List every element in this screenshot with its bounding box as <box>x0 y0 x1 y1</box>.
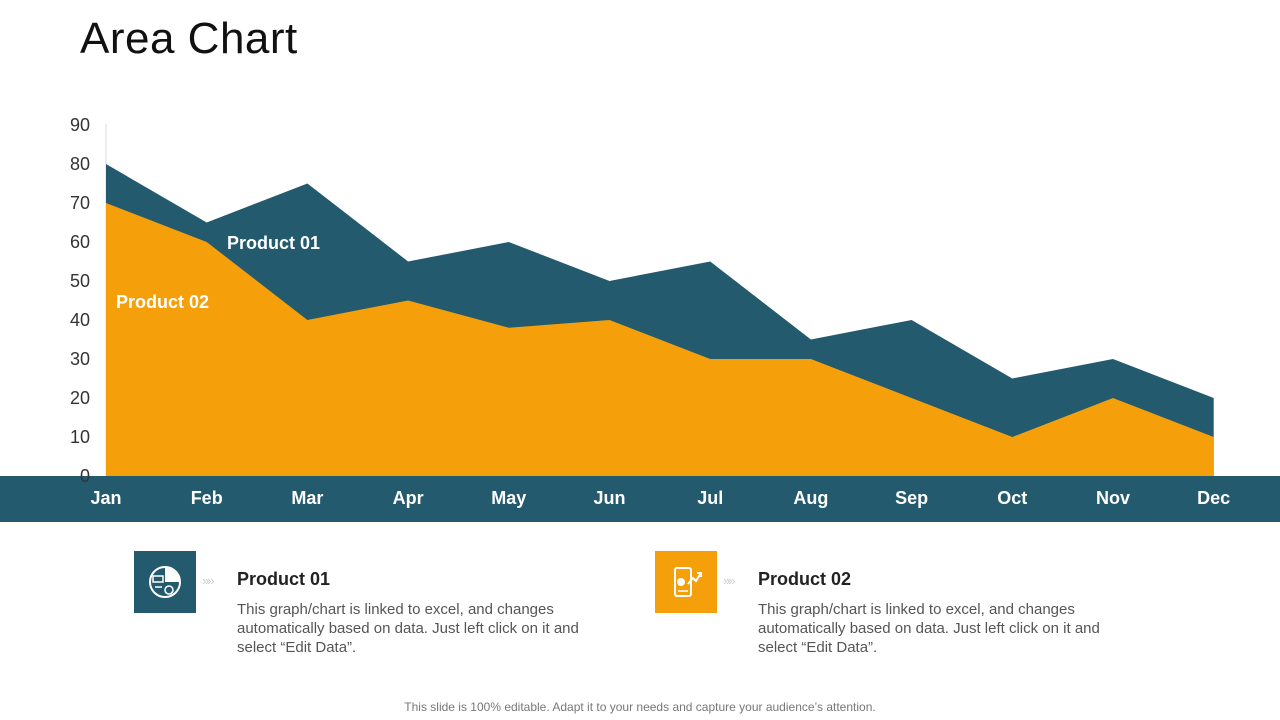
pie-chart-gear-icon <box>134 551 196 613</box>
page-title: Area Chart <box>80 14 298 63</box>
x-axis-band <box>0 476 1280 522</box>
x-tick-label: Feb <box>191 488 223 508</box>
x-tick-label: Jan <box>90 488 121 508</box>
x-tick-label: Nov <box>1096 488 1130 508</box>
product-02-title: Product 02 <box>758 569 852 589</box>
y-tick-label: 0 <box>80 466 90 486</box>
chevrons-icon: »» <box>723 573 736 588</box>
x-tick-label: Dec <box>1197 488 1230 508</box>
chevrons-icon: »» <box>202 573 215 588</box>
x-tick-label: Mar <box>291 488 323 508</box>
area-chart: 0 10 20 30 40 50 60 70 80 90 Jan Feb Mar Apr May Jun Ju… <box>0 115 1280 522</box>
x-tick-label: May <box>491 488 526 508</box>
y-tick-label: 10 <box>70 427 90 447</box>
y-tick-label: 30 <box>70 349 90 369</box>
y-tick-label: 70 <box>70 193 90 213</box>
x-tick-label: Oct <box>997 488 1027 508</box>
area-series-product-02 <box>106 203 1214 476</box>
x-tick-label: Apr <box>393 488 424 508</box>
series-label-product-02: Product 02 <box>116 292 209 312</box>
product-01-card: »» Product 01 This graph/chart is linked… <box>134 551 604 661</box>
x-tick-label: Jul <box>697 488 723 508</box>
footer-note: This slide is 100% editable. Adapt it to… <box>404 700 876 714</box>
product-02-card: »» Product 02 This graph/chart is linked… <box>655 551 1125 661</box>
y-tick-label: 90 <box>70 115 90 135</box>
y-tick-label: 80 <box>70 154 90 174</box>
y-tick-label: 40 <box>70 310 90 330</box>
y-tick-label: 60 <box>70 232 90 252</box>
series-label-product-01: Product 01 <box>227 233 320 253</box>
product-01-title: Product 01 <box>237 569 331 589</box>
x-tick-label: Aug <box>793 488 828 508</box>
product-01-description: This graph/chart is linked to excel, and… <box>237 601 579 656</box>
product-02-description: This graph/chart is linked to excel, and… <box>758 601 1100 656</box>
mobile-chart-icon <box>655 551 717 613</box>
x-tick-label: Jun <box>593 488 625 508</box>
y-tick-label: 50 <box>70 271 90 291</box>
y-tick-label: 20 <box>70 388 90 408</box>
x-tick-label: Sep <box>895 488 928 508</box>
